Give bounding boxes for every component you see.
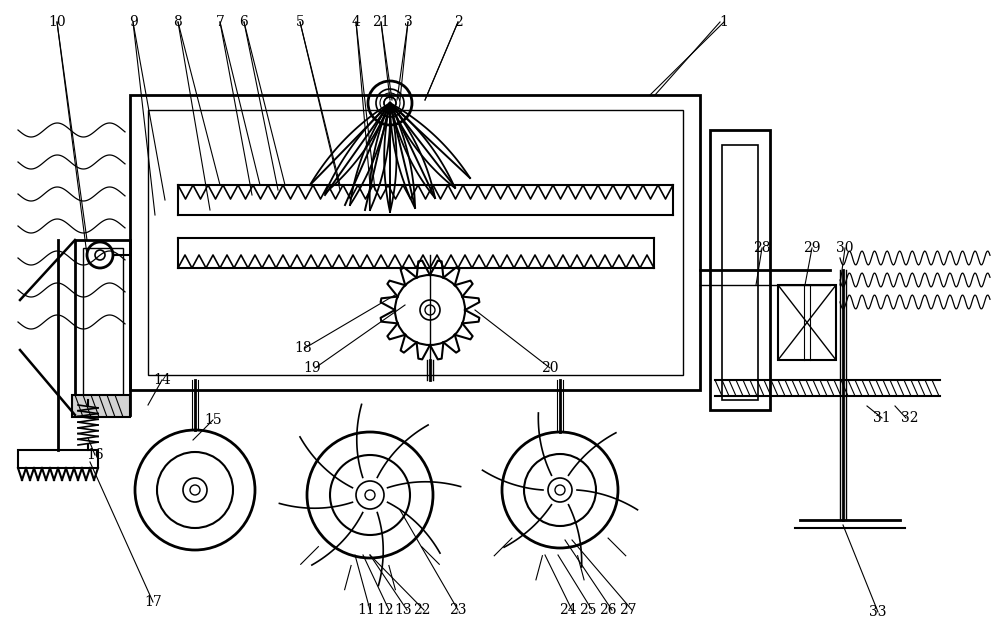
Text: 27: 27 (619, 603, 637, 617)
Text: 21: 21 (372, 15, 390, 29)
Text: 19: 19 (303, 361, 321, 375)
Text: 24: 24 (559, 603, 577, 617)
Bar (75, 240, 130, 415)
Text: 9: 9 (129, 15, 137, 29)
Bar (778, 285, 836, 360)
Text: 2: 2 (454, 15, 462, 29)
Text: 17: 17 (144, 595, 162, 609)
Bar (710, 130, 770, 410)
Text: 4: 4 (352, 15, 360, 29)
Text: 13: 13 (394, 603, 412, 617)
Text: 26: 26 (599, 603, 617, 617)
Text: 10: 10 (48, 15, 66, 29)
Bar (72, 395, 130, 417)
Text: 11: 11 (357, 603, 375, 617)
Text: 5: 5 (296, 15, 304, 29)
Text: 12: 12 (376, 603, 394, 617)
Text: 32: 32 (901, 411, 919, 425)
Text: 15: 15 (204, 413, 222, 427)
Text: 16: 16 (86, 448, 104, 462)
Bar (148, 110, 683, 375)
Text: 6: 6 (240, 15, 248, 29)
Text: 30: 30 (836, 241, 854, 255)
Text: 3: 3 (404, 15, 412, 29)
Text: 22: 22 (413, 603, 431, 617)
Bar (130, 95, 700, 390)
Text: 33: 33 (869, 605, 887, 619)
Text: 25: 25 (579, 603, 597, 617)
Text: 14: 14 (153, 373, 171, 387)
Bar (18, 450, 98, 468)
Text: 8: 8 (174, 15, 182, 29)
Circle shape (425, 305, 435, 315)
Text: 20: 20 (541, 361, 559, 375)
Text: 28: 28 (753, 241, 771, 255)
Text: 18: 18 (294, 341, 312, 355)
Bar (722, 145, 758, 400)
Bar (83, 248, 123, 410)
Text: 29: 29 (803, 241, 821, 255)
Text: 23: 23 (449, 603, 467, 617)
Text: 31: 31 (873, 411, 891, 425)
Text: 1: 1 (720, 15, 728, 29)
Text: 7: 7 (216, 15, 224, 29)
